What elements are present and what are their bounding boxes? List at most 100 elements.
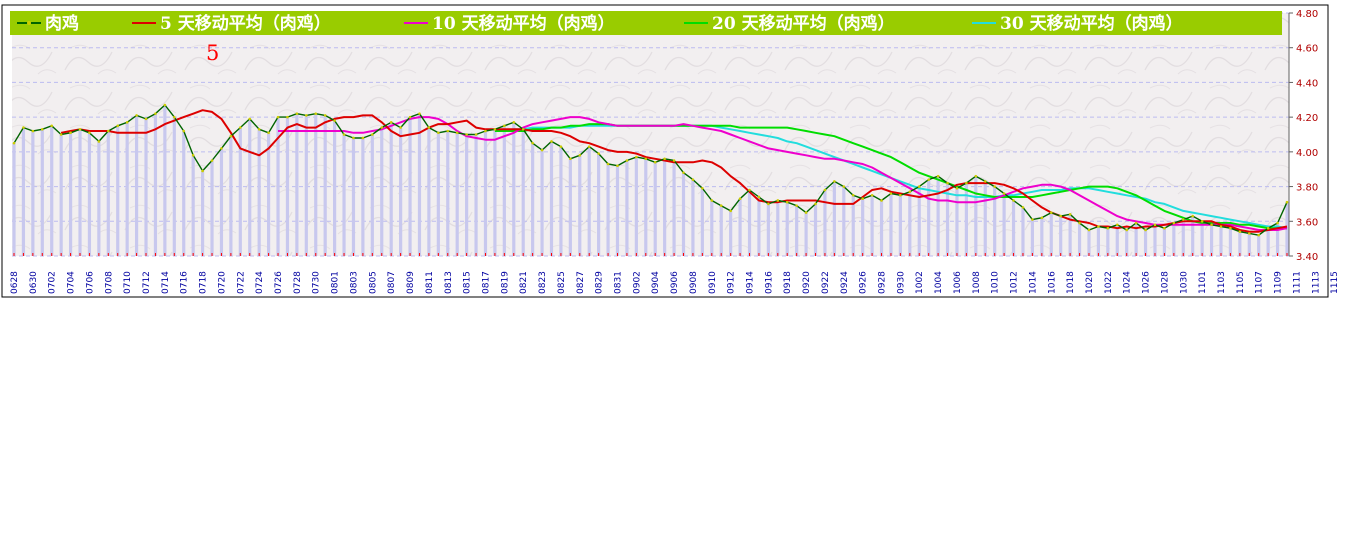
- x-axis: 0628 0630 0702 0704 0706 0708 0710 0712 0714 0716…: [10, 271, 1340, 294]
- y-tick-label: 4.40: [1296, 78, 1318, 89]
- x-tick-label: 1004: [934, 271, 944, 294]
- price-point: [295, 112, 299, 115]
- x-tick-label: 1002: [915, 271, 925, 294]
- x-tick-label: 0902: [632, 271, 642, 294]
- x-tick-label: 0704: [67, 271, 77, 294]
- price-point: [389, 121, 393, 124]
- price-point: [1163, 226, 1166, 230]
- x-tick-label: 1008: [972, 271, 982, 294]
- price-point: [323, 114, 327, 117]
- x-tick-label: 1016: [1047, 271, 1057, 294]
- price-point: [427, 126, 431, 129]
- x-tick-label: 1024: [1123, 271, 1133, 294]
- price-point: [842, 185, 846, 188]
- price-point: [889, 192, 893, 195]
- price-point: [1134, 221, 1138, 225]
- x-tick-label: 0726: [274, 271, 284, 294]
- x-tick-label: 1020: [1085, 271, 1095, 294]
- y-tick-label: 4.00: [1296, 148, 1318, 159]
- price-point: [1153, 223, 1157, 227]
- price-point: [512, 121, 516, 124]
- x-tick-label: 0801: [331, 271, 341, 294]
- x-tick-label: 1030: [1179, 271, 1189, 294]
- legend-label-ma10: 10 天移动平均（肉鸡）: [432, 13, 615, 34]
- price-point: [974, 174, 978, 178]
- x-tick-label: 0821: [519, 271, 529, 294]
- x-tick-label: 0708: [104, 271, 114, 294]
- legend-background: [10, 11, 1282, 35]
- price-point: [484, 129, 487, 133]
- price-point: [606, 162, 610, 166]
- price-point: [851, 193, 855, 197]
- x-tick-label: 1115: [1330, 271, 1340, 294]
- price-point: [710, 199, 714, 202]
- price-point: [239, 126, 242, 129]
- price-point: [748, 188, 751, 192]
- price-point: [1068, 213, 1072, 216]
- price-point: [625, 159, 629, 162]
- price-point: [965, 181, 968, 185]
- x-tick-label: 0906: [670, 271, 680, 294]
- x-tick-label: 0823: [538, 271, 548, 294]
- legend-label-ma5: 5 天移动平均（肉鸡）: [160, 13, 331, 34]
- price-point: [380, 126, 384, 129]
- price-point: [97, 140, 101, 143]
- x-tick-label: 1109: [1274, 271, 1284, 294]
- price-point: [983, 180, 987, 183]
- x-tick-label: 1026: [1142, 271, 1152, 294]
- price-point: [946, 181, 949, 185]
- x-tick-label: 0724: [255, 271, 265, 294]
- x-tick-label: 0718: [199, 271, 209, 294]
- price-point: [993, 185, 996, 188]
- x-tick-label: 0803: [350, 271, 360, 294]
- price-point: [135, 114, 138, 117]
- x-tick-label: 0819: [500, 271, 510, 294]
- y-tick-label: 4.80: [1296, 9, 1318, 20]
- price-point: [663, 157, 666, 161]
- price-point: [870, 193, 874, 197]
- price-point: [1210, 223, 1213, 227]
- price-point: [305, 114, 308, 117]
- legend-marker: [27, 21, 31, 25]
- price-point: [1012, 199, 1015, 202]
- price-point: [955, 187, 959, 190]
- x-tick-label: 1111: [1292, 271, 1302, 294]
- x-tick-label: 1103: [1217, 271, 1227, 294]
- x-tick-label: 0914: [746, 271, 756, 294]
- price-point: [69, 131, 72, 135]
- price-point: [823, 188, 827, 192]
- price-point: [701, 187, 704, 190]
- price-point: [1238, 230, 1242, 233]
- x-tick-label: 1010: [991, 271, 1001, 294]
- price-point: [1144, 228, 1147, 232]
- price-point: [201, 169, 204, 173]
- price-point: [31, 129, 35, 133]
- price-point: [229, 134, 233, 138]
- price-point: [1200, 219, 1204, 223]
- price-point: [1031, 218, 1034, 221]
- price-point: [286, 115, 289, 119]
- price-point: [635, 155, 638, 159]
- price-point: [559, 145, 563, 148]
- price-point: [1219, 225, 1223, 228]
- price-point: [540, 148, 544, 152]
- price-point: [408, 115, 412, 119]
- price-point: [163, 103, 167, 107]
- price-point: [1191, 214, 1195, 218]
- price-point: [1059, 214, 1062, 218]
- plot-background: [12, 13, 1289, 256]
- x-tick-label: 0805: [368, 271, 378, 294]
- price-point: [446, 129, 450, 133]
- x-tick-label: 0827: [576, 271, 586, 294]
- price-point: [1181, 218, 1185, 221]
- price-point: [342, 133, 346, 136]
- price-point: [653, 160, 657, 164]
- x-tick-label: 1012: [1010, 271, 1020, 294]
- price-point: [927, 178, 930, 181]
- y-tick-label: 3.40: [1296, 252, 1318, 263]
- x-tick-label: 0918: [783, 271, 793, 294]
- price-point: [210, 159, 214, 162]
- price-point: [361, 136, 365, 140]
- x-tick-label: 0831: [614, 271, 624, 294]
- y-tick-label: 4.60: [1296, 44, 1318, 55]
